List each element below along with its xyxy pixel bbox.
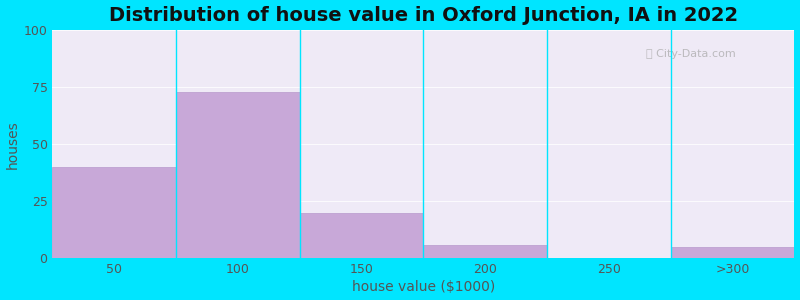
Title: Distribution of house value in Oxford Junction, IA in 2022: Distribution of house value in Oxford Ju… <box>109 6 738 25</box>
Bar <box>670 247 794 258</box>
Bar <box>423 245 547 258</box>
Bar <box>176 92 300 258</box>
X-axis label: house value ($1000): house value ($1000) <box>352 280 495 294</box>
Bar <box>300 213 423 258</box>
Y-axis label: houses: houses <box>6 120 19 169</box>
Text: ⓘ City-Data.com: ⓘ City-Data.com <box>646 49 736 58</box>
Bar <box>53 167 176 258</box>
